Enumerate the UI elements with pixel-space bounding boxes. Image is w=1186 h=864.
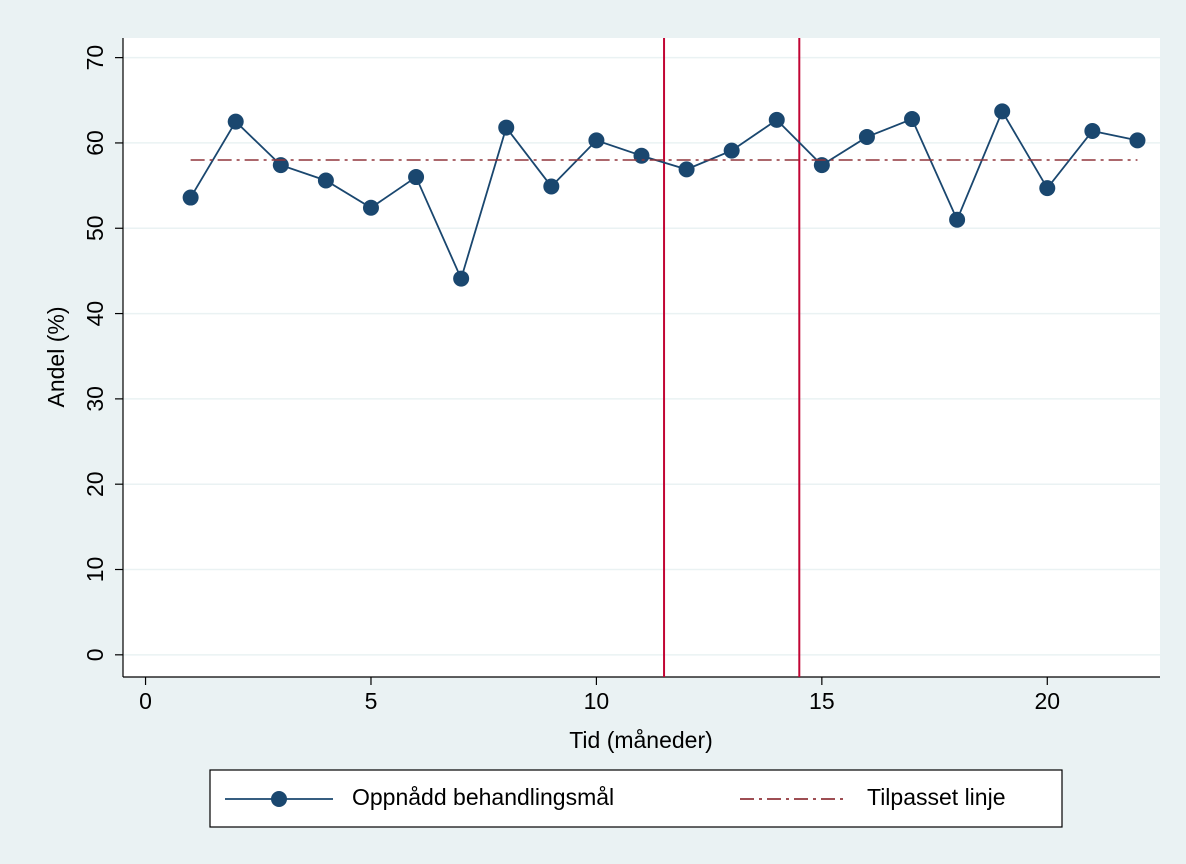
legend-label: Oppnådd behandlingsmål bbox=[352, 784, 614, 810]
data-point bbox=[362, 199, 379, 216]
x-tick-label: 15 bbox=[809, 688, 835, 714]
data-point bbox=[678, 161, 695, 178]
data-point bbox=[498, 119, 515, 136]
y-tick-label: 50 bbox=[82, 215, 108, 241]
series-line bbox=[189, 109, 1138, 282]
x-tick-label: 20 bbox=[1034, 688, 1060, 714]
data-point bbox=[994, 103, 1011, 120]
data-point bbox=[633, 147, 650, 164]
data-point bbox=[227, 113, 244, 130]
data-point bbox=[904, 111, 921, 128]
x-tick-label: 5 bbox=[365, 688, 378, 714]
data-point bbox=[813, 157, 830, 174]
y-tick-label: 20 bbox=[82, 471, 108, 497]
data-point bbox=[317, 172, 334, 189]
data-point bbox=[1129, 132, 1146, 149]
data-point bbox=[723, 142, 740, 159]
legend bbox=[209, 769, 1063, 828]
x-tick-label: 10 bbox=[584, 688, 610, 714]
data-point bbox=[588, 132, 605, 149]
data-point bbox=[543, 178, 560, 195]
legend-label: Tilpasset linje bbox=[867, 784, 1005, 810]
data-point bbox=[858, 128, 875, 145]
data-point bbox=[453, 270, 470, 287]
y-tick-label: 70 bbox=[82, 45, 108, 71]
y-tick-label: 40 bbox=[82, 301, 108, 327]
plot-area bbox=[123, 38, 1160, 677]
data-point bbox=[408, 169, 425, 186]
x-axis-label: Tid (måneder) bbox=[569, 727, 713, 753]
y-tick-label: 60 bbox=[82, 130, 108, 156]
data-point bbox=[1039, 180, 1056, 197]
data-point bbox=[1084, 122, 1101, 139]
x-tick-label: 0 bbox=[139, 688, 152, 714]
data-point bbox=[182, 189, 199, 206]
legend-marker bbox=[271, 791, 287, 807]
data-point bbox=[768, 111, 785, 128]
y-tick-label: 0 bbox=[82, 648, 108, 661]
y-axis-label: Andel (%) bbox=[43, 307, 69, 408]
data-point bbox=[272, 157, 289, 174]
y-tick-label: 30 bbox=[82, 386, 108, 412]
data-point bbox=[949, 211, 966, 228]
y-tick-label: 10 bbox=[82, 557, 108, 583]
